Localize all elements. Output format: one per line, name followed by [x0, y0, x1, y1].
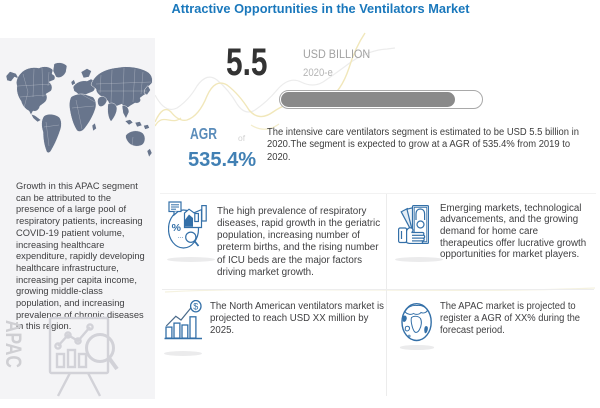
svg-text:...: ... [178, 233, 184, 240]
svg-text:$: $ [193, 302, 198, 312]
svg-text:%: % [172, 222, 182, 234]
